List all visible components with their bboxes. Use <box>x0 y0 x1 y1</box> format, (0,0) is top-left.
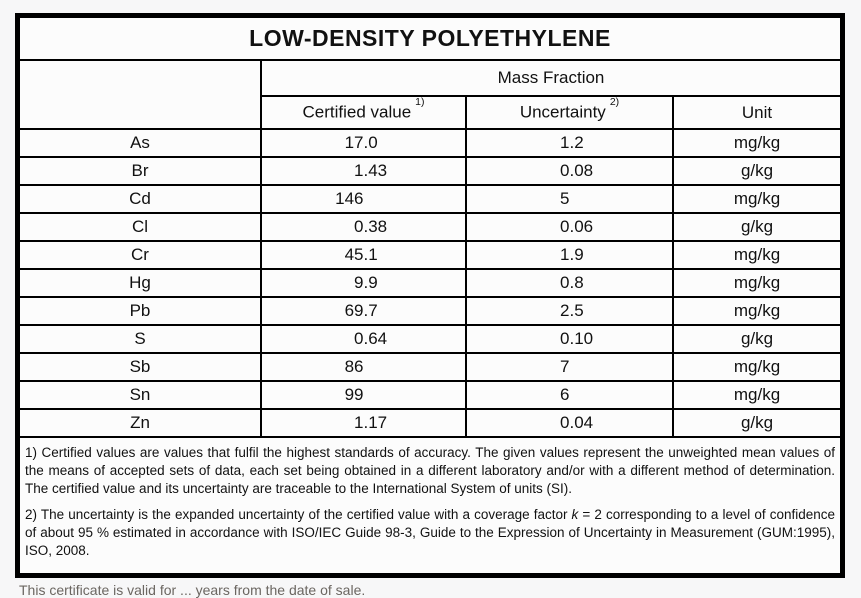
unit-cell: g/kg <box>671 156 841 186</box>
certified-value-header: Certified value1) <box>261 95 467 130</box>
uncertainty-cell: 0.8 <box>465 268 674 298</box>
certified-value-cell: 99 <box>260 380 467 410</box>
certified-value-cell: 1.17 <box>260 408 467 438</box>
element-cell: Zn <box>20 408 262 438</box>
table-row: Sb 86 7 mg/kg <box>20 352 841 382</box>
unit-cell: g/kg <box>671 212 841 242</box>
unit-cell: mg/kg <box>671 128 841 158</box>
footnote-2: 2) The uncertainty is the expanded uncer… <box>25 507 835 558</box>
element-cell: Br <box>20 156 262 186</box>
footnote-2-ref: 2) <box>609 96 620 109</box>
table-row: Hg 9.9 0.8 mg/kg <box>20 268 841 298</box>
table-row: Pb 69.7 2.5 mg/kg <box>20 296 841 326</box>
unit-cell: mg/kg <box>671 352 841 382</box>
table-row: Cl 0.38 0.06 g/kg <box>20 212 841 242</box>
results-table-body: As 17.0 1.2 mg/kg Br 1.43 0.08 g/kg Cd 1… <box>20 128 841 438</box>
footnote-1: 1) Certified values are values that fulf… <box>25 445 835 496</box>
element-cell: Hg <box>20 268 262 298</box>
uncertainty-header: Uncertainty2) <box>465 95 674 130</box>
certified-value-cell: 69.7 <box>260 296 467 326</box>
uncertainty-cell: 0.04 <box>465 408 674 438</box>
uncertainty-cell: 6 <box>465 380 674 410</box>
uncertainty-cell: 1.9 <box>465 240 674 270</box>
certified-value-cell: 17.0 <box>260 128 467 158</box>
unit-cell: mg/kg <box>671 296 841 326</box>
certified-value-cell: 146 <box>260 184 467 214</box>
element-cell: Cd <box>20 184 262 214</box>
certified-value-cell: 9.9 <box>260 268 467 298</box>
unit-header: Unit <box>671 95 841 130</box>
certified-value-cell: 0.64 <box>260 324 467 354</box>
table-row: Cd 146 5 mg/kg <box>20 184 841 214</box>
certified-value-cell: 0.38 <box>260 212 467 242</box>
unit-cell: g/kg <box>671 408 841 438</box>
certified-value-cell: 1.43 <box>260 156 467 186</box>
table-row: Zn 1.17 0.04 g/kg <box>20 408 841 438</box>
element-cell: Cr <box>20 240 262 270</box>
uncertainty-cell: 0.10 <box>465 324 674 354</box>
certificate-frame: LOW-DENSITY POLYETHYLENE Mass Fraction C… <box>15 13 845 578</box>
unit-cell: mg/kg <box>671 184 841 214</box>
element-cell: S <box>20 324 262 354</box>
element-cell: Sn <box>20 380 262 410</box>
uncertainty-cell: 0.06 <box>465 212 674 242</box>
element-cell: Cl <box>20 212 262 242</box>
uncertainty-cell: 7 <box>465 352 674 382</box>
certificate-title-bar: LOW-DENSITY POLYETHYLENE <box>20 18 840 61</box>
unit-cell: mg/kg <box>671 380 841 410</box>
certificate-title: LOW-DENSITY POLYETHYLENE <box>249 25 611 51</box>
table-row: S 0.64 0.10 g/kg <box>20 324 841 354</box>
element-cell: Pb <box>20 296 262 326</box>
coverage-factor-k: k <box>571 507 579 522</box>
footnotes-section: 1) Certified values are values that fulf… <box>20 438 840 573</box>
unit-cell: mg/kg <box>671 240 841 270</box>
table-row: Sn 99 6 mg/kg <box>20 380 841 410</box>
uncertainty-cell: 1.2 <box>465 128 674 158</box>
uncertainty-cell: 0.08 <box>465 156 674 186</box>
table-row: As 17.0 1.2 mg/kg <box>20 128 841 158</box>
uncertainty-cell: 2.5 <box>465 296 674 326</box>
uncertainty-cell: 5 <box>465 184 674 214</box>
certified-value-cell: 86 <box>260 352 467 382</box>
unit-cell: g/kg <box>671 324 841 354</box>
validity-note: This certificate is valid for ... years … <box>19 582 366 598</box>
unit-cell: mg/kg <box>671 268 841 298</box>
table-row: Cr 45.1 1.9 mg/kg <box>20 240 841 270</box>
element-column-header <box>20 61 262 130</box>
results-table: Mass Fraction Certified value1) Uncertai… <box>20 61 841 438</box>
element-cell: Sb <box>20 352 262 382</box>
element-cell: As <box>20 128 262 158</box>
table-row: Br 1.43 0.08 g/kg <box>20 156 841 186</box>
footnote-1-ref: 1) <box>415 96 425 109</box>
mass-fraction-header: Mass Fraction <box>259 61 841 97</box>
certified-value-cell: 45.1 <box>260 240 467 270</box>
